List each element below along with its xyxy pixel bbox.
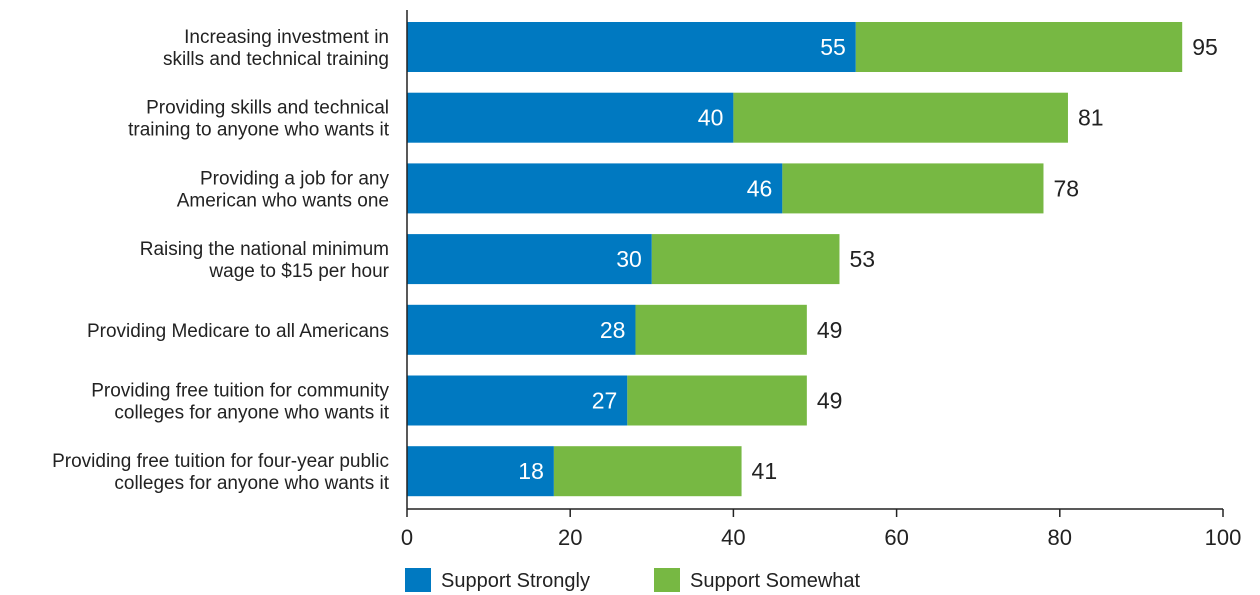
value-labels: 55 95 40 81 46 78 30 53 28 49 27 49 18 41 — [518, 34, 1218, 484]
x-tick-label: 0 — [401, 525, 413, 550]
data-label-total: 53 — [849, 246, 875, 272]
bar-support-strongly — [407, 163, 783, 214]
category-label: Providing a job for any American who want… — [177, 168, 390, 211]
data-label-strongly: 40 — [698, 105, 724, 131]
bar-support-strongly — [407, 446, 554, 497]
data-label-total: 78 — [1053, 175, 1079, 201]
bar-support-somewhat — [733, 92, 1068, 143]
bar-support-somewhat — [651, 234, 840, 285]
axes: 0 20 40 60 80 100 — [401, 10, 1241, 550]
legend: Support Strongly Support Somewhat — [405, 568, 861, 592]
bar-support-strongly — [407, 304, 636, 355]
data-label-strongly: 27 — [592, 388, 618, 414]
bar-support-strongly — [407, 375, 628, 426]
legend-label-somewhat: Support Somewhat — [690, 570, 861, 592]
data-label-strongly: 18 — [518, 458, 544, 484]
data-label-total: 49 — [817, 317, 843, 343]
bar-support-strongly — [407, 22, 856, 72]
x-tick-label: 40 — [721, 525, 745, 550]
bars-group — [407, 22, 1183, 497]
data-label-total: 95 — [1192, 34, 1218, 60]
x-tick-label: 60 — [884, 525, 908, 550]
x-tick-label: 20 — [558, 525, 582, 550]
data-label-total: 49 — [817, 388, 843, 414]
x-tick-label: 80 — [1048, 525, 1072, 550]
bar-support-somewhat — [635, 304, 807, 355]
data-label-strongly: 55 — [820, 34, 846, 60]
bar-support-strongly — [407, 92, 734, 143]
category-labels: Increasing investment in skills and techn… — [52, 27, 390, 494]
legend-swatch-somewhat — [654, 568, 680, 592]
x-tick-label: 100 — [1205, 525, 1242, 550]
category-label: Providing free tuition for community coll… — [91, 381, 390, 424]
bar-support-strongly — [407, 234, 652, 285]
data-label-strongly: 28 — [600, 317, 626, 343]
bar-support-somewhat — [855, 22, 1183, 72]
legend-swatch-strongly — [405, 568, 431, 592]
category-label: Providing free tuition for four-year pub… — [52, 451, 390, 494]
bar-support-somewhat — [627, 375, 807, 426]
bar-support-somewhat — [782, 163, 1044, 214]
category-label: Raising the national minimum wage to $15 … — [140, 239, 390, 282]
category-label: Providing skills and technical training t… — [128, 98, 390, 141]
category-label: Increasing investment in skills and techn… — [163, 27, 389, 70]
category-label: Providing Medicare to all Americans — [87, 321, 389, 342]
data-label-strongly: 30 — [616, 246, 642, 272]
data-label-total: 81 — [1078, 105, 1104, 131]
data-label-strongly: 46 — [747, 175, 773, 201]
data-label-total: 41 — [752, 458, 778, 484]
legend-label-strongly: Support Strongly — [441, 570, 590, 592]
bar-support-somewhat — [553, 446, 742, 497]
